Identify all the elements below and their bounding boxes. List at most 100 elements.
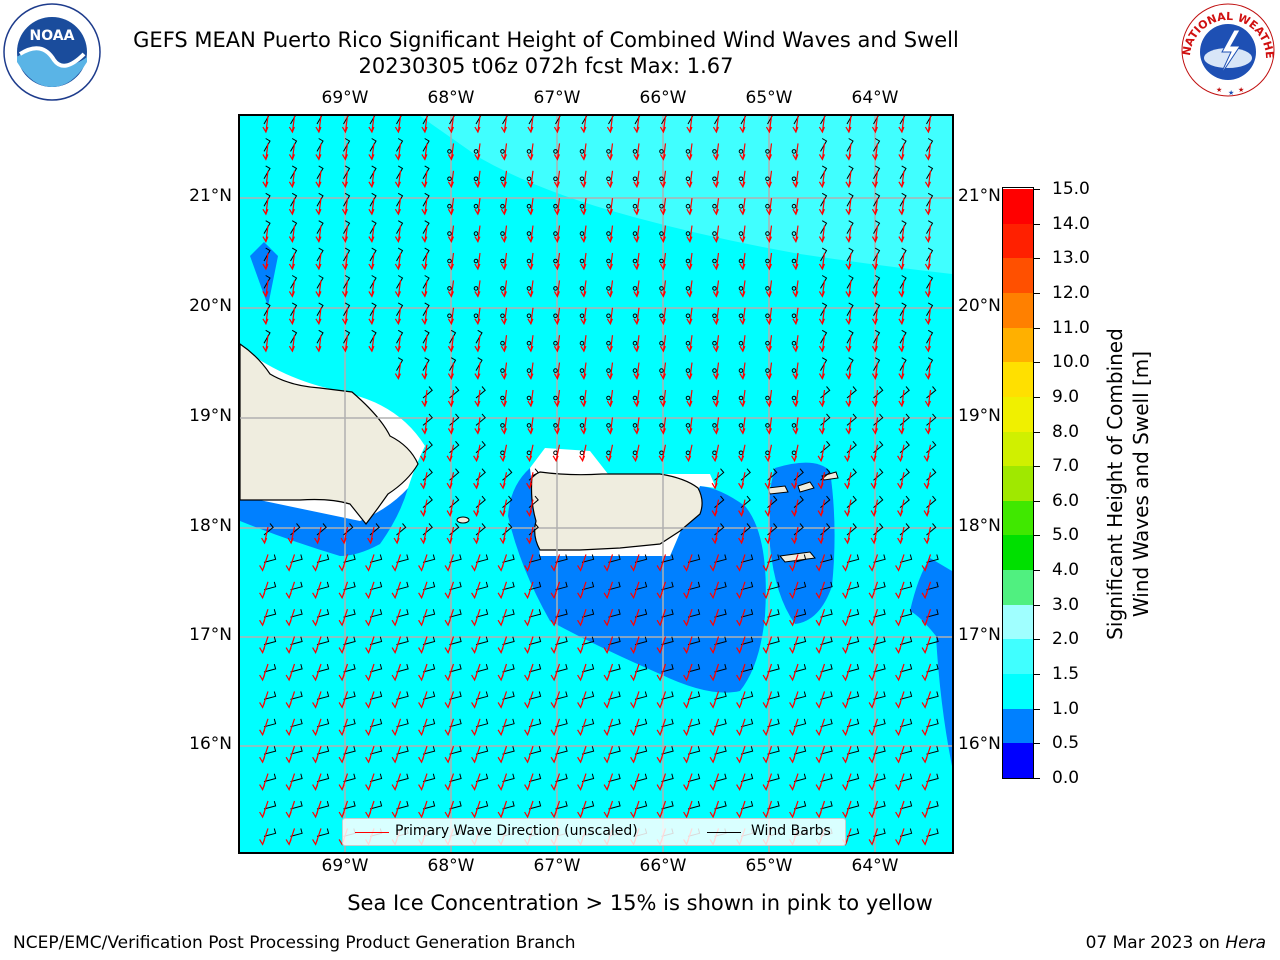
colorbar-segment <box>1003 327 1033 363</box>
wave-direction-arrow <box>394 335 402 353</box>
wave-direction-arrow <box>312 663 322 682</box>
wind-barb <box>740 746 754 755</box>
wave-direction-arrow <box>285 800 296 819</box>
wave-direction-arrow <box>527 116 534 134</box>
wind-barb <box>714 773 727 783</box>
wave-direction-arrow <box>580 417 587 435</box>
wind-barb <box>899 192 907 207</box>
wind-barb <box>846 691 860 700</box>
wind-barb-calm <box>526 368 532 373</box>
wave-direction-arrow <box>683 554 693 572</box>
wave-direction-arrow <box>656 554 667 572</box>
wind-barb <box>263 302 271 317</box>
wave-direction-arrow <box>868 636 879 654</box>
wave-direction-arrow <box>923 444 932 463</box>
wave-direction-arrow <box>845 417 852 435</box>
colorbar-tick <box>1034 327 1040 329</box>
wave-direction-arrow <box>262 116 269 134</box>
wave-direction-arrow <box>633 280 640 298</box>
wave-direction-arrow <box>262 225 269 243</box>
wave-direction-arrow <box>765 116 773 134</box>
wave-direction-arrow <box>499 472 508 490</box>
wind-barb <box>528 718 542 728</box>
wind-barb-calm <box>738 286 744 291</box>
wave-direction-arrow <box>285 691 296 709</box>
wind-barb <box>449 581 462 591</box>
wind-barb <box>396 800 409 810</box>
wave-direction-arrow <box>898 307 905 326</box>
wind-barb <box>369 275 377 289</box>
wind-barb <box>634 663 648 673</box>
wind-barb-calm <box>765 203 770 209</box>
wind-barb <box>793 773 807 783</box>
wind-barb <box>873 636 886 646</box>
wave-direction-arrow <box>686 143 693 161</box>
wave-direction-arrow <box>633 335 640 353</box>
wave-direction-arrow <box>765 252 773 271</box>
wave-direction-arrow <box>656 718 667 737</box>
wave-direction-arrow <box>870 444 879 463</box>
wave-direction-arrow <box>550 718 561 737</box>
wind-barb <box>502 581 515 591</box>
wind-barb <box>820 165 828 180</box>
wind-barb <box>581 718 595 728</box>
wind-barb <box>926 468 937 481</box>
wave-direction-arrow <box>580 198 587 216</box>
wind-barb <box>290 329 298 344</box>
wave-direction-arrow <box>394 307 402 326</box>
wind-barb <box>793 609 807 618</box>
wave-direction-arrow <box>633 389 640 408</box>
wind-barb <box>926 116 932 125</box>
wind-barb <box>475 691 489 700</box>
wave-direction-arrow <box>368 335 375 353</box>
wind-barb <box>873 357 881 371</box>
wave-direction-arrow <box>340 526 349 545</box>
wind-barb <box>396 609 409 618</box>
wind-barb <box>634 773 648 783</box>
wave-direction-arrow <box>527 307 534 326</box>
wave-direction-arrow <box>842 581 852 600</box>
wind-barb-calm <box>765 340 770 346</box>
wave-direction-arrow <box>365 773 375 791</box>
wave-direction-arrow <box>447 252 455 271</box>
wave-direction-arrow <box>606 116 614 134</box>
colorbar-tick <box>1034 778 1040 779</box>
footer-date-text: 07 Mar 2023 on <box>1085 933 1226 953</box>
wave-direction-arrow <box>921 746 932 764</box>
wave-direction-arrow <box>898 116 905 134</box>
wind-barb <box>820 357 828 371</box>
wind-barb <box>661 636 674 646</box>
wind-barb-calm <box>632 450 638 456</box>
wave-direction-arrow <box>262 143 269 161</box>
wave-direction-arrow <box>739 198 746 216</box>
wind-barb <box>581 609 595 618</box>
wind-barb <box>528 609 542 618</box>
wind-barb-calm <box>738 340 744 346</box>
wave-direction-arrow <box>605 444 614 463</box>
wave-direction-arrow <box>474 362 481 380</box>
wind-barb-calm <box>632 340 638 346</box>
colorbar-tick <box>1034 500 1040 502</box>
wave-direction-arrow <box>367 526 375 545</box>
wave-direction-arrow <box>868 800 879 819</box>
wave-band-vi <box>768 462 835 624</box>
wave-direction-arrow <box>553 335 561 353</box>
wind-barb <box>290 220 298 234</box>
wave-direction-arrow <box>765 225 773 243</box>
wind-barb <box>369 220 377 234</box>
wind-barb <box>422 247 430 262</box>
wave-direction-arrow <box>683 773 693 791</box>
wind-barb <box>846 581 860 591</box>
wind-barb-calm <box>606 313 611 319</box>
wave-direction-arrow <box>259 636 269 654</box>
wind-barb <box>899 581 913 591</box>
wind-barb-calm <box>685 340 691 346</box>
wind-barb <box>793 663 807 673</box>
wave-direction-arrow <box>738 472 746 490</box>
wind-barb <box>767 554 780 563</box>
wave-direction-arrow <box>686 252 693 271</box>
wind-barb-calm <box>632 231 638 236</box>
wind-barb-calm <box>738 368 744 373</box>
wave-direction-arrow <box>365 746 375 764</box>
wave-direction-arrow <box>420 472 428 490</box>
